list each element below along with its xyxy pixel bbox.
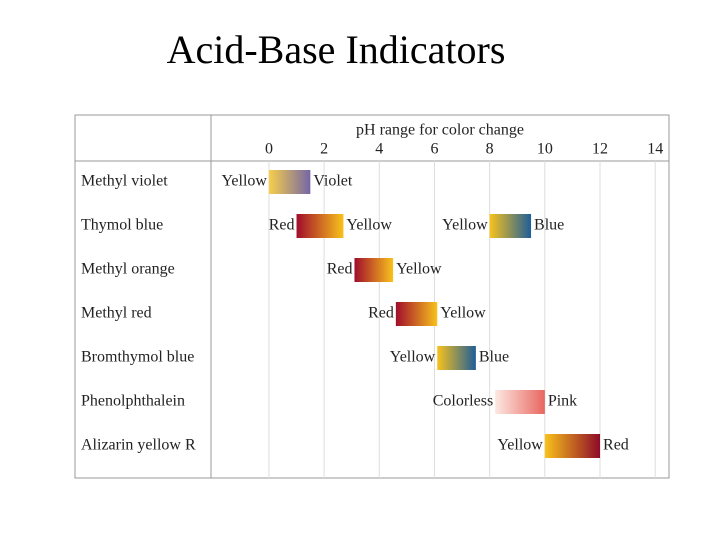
to-color-label: Pink <box>548 393 577 410</box>
to-color-label: Yellow <box>396 261 442 278</box>
from-color-label: Yellow <box>221 173 267 190</box>
to-color-label: Violet <box>313 173 353 190</box>
range-bar <box>544 434 601 458</box>
to-color-label: Yellow <box>440 305 486 322</box>
axis-label: pH range for color change <box>356 122 524 139</box>
x-tick-label: 4 <box>375 141 383 158</box>
to-color-label: Yellow <box>346 217 392 234</box>
from-color-label: Red <box>368 305 394 322</box>
x-tick-label: 0 <box>265 141 273 158</box>
x-tick-label: 6 <box>430 141 438 158</box>
row-label: Thymol blue <box>81 217 163 234</box>
range-bar <box>489 214 532 238</box>
to-color-label: Blue <box>534 217 564 234</box>
row-label: Alizarin yellow R <box>81 437 196 454</box>
range-bar <box>296 214 344 238</box>
range-bar <box>354 258 394 282</box>
x-tick-label: 12 <box>592 141 608 158</box>
row-label: Methyl violet <box>81 173 168 190</box>
to-color-label: Blue <box>479 349 509 366</box>
range-bar <box>495 390 545 414</box>
from-color-label: Colorless <box>433 393 493 410</box>
from-color-label: Yellow <box>442 217 488 234</box>
slide-title: Acid-Base Indicators <box>167 27 506 72</box>
from-color-label: Yellow <box>390 349 436 366</box>
from-color-label: Red <box>269 217 295 234</box>
x-tick-label: 14 <box>647 141 663 158</box>
to-color-label: Red <box>603 437 629 454</box>
table-frame <box>74 114 670 479</box>
from-color-label: Yellow <box>497 437 543 454</box>
range-bar <box>268 170 311 194</box>
range-bar <box>437 346 476 370</box>
row-label: Methyl orange <box>81 261 175 278</box>
row-label: Bromthymol blue <box>81 349 194 366</box>
range-bar <box>395 302 438 326</box>
from-color-label: Red <box>327 261 353 278</box>
x-tick-label: 2 <box>320 141 328 158</box>
x-tick-label: 10 <box>537 141 553 158</box>
row-label: Phenolphthalein <box>81 393 185 410</box>
row-label: Methyl red <box>81 305 152 322</box>
x-tick-label: 8 <box>486 141 494 158</box>
